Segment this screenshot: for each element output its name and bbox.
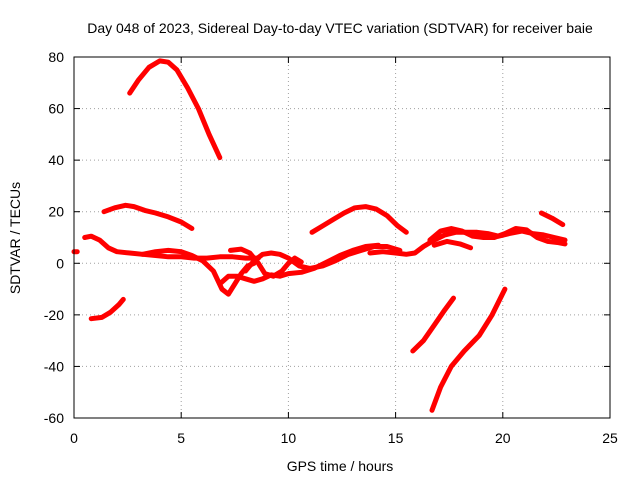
chart-title: Day 048 of 2023, Sidereal Day-to-day VTE… [87, 20, 593, 36]
y-tick-label: 80 [48, 49, 64, 65]
x-tick-label: 25 [602, 430, 618, 446]
y-axis-label: SDTVAR / TECUs [7, 182, 23, 294]
x-tick-label: 10 [281, 430, 297, 446]
series-arc-14 [410, 295, 456, 354]
y-tick-label: -60 [44, 410, 64, 426]
series-arc-12 [538, 210, 566, 228]
y-tick-label: 40 [48, 152, 64, 168]
series-arc-2 [101, 202, 195, 231]
x-tick-label: 5 [177, 430, 185, 446]
series-arc-1 [127, 58, 223, 161]
y-tick-label: 60 [48, 101, 64, 117]
grid-lines [74, 57, 610, 418]
y-tick-label: -20 [44, 307, 64, 323]
y-tick-label: -40 [44, 358, 64, 374]
series-arc-13 [88, 296, 126, 322]
plot-frame [73, 56, 611, 419]
y-tick-label: 20 [48, 204, 64, 220]
y-tick-label: 0 [56, 255, 64, 271]
series-arc-4 [140, 247, 257, 297]
series-arc-15 [429, 286, 508, 413]
x-tick-label: 0 [70, 430, 78, 446]
series-arc-3 [82, 233, 261, 261]
x-tick-label: 15 [388, 430, 404, 446]
data-series [71, 58, 568, 413]
x-axis-label: GPS time / hours [287, 458, 394, 474]
axis-ticks: 0 5 10 15 20 25 -60 -40 -20 0 20 40 60 80 [44, 49, 618, 446]
x-tick-label: 20 [495, 430, 511, 446]
series-arc-10 [427, 226, 568, 247]
series-arc-7 [217, 242, 381, 287]
series-arc-8 [309, 204, 409, 235]
series-arc-11 [431, 238, 474, 251]
